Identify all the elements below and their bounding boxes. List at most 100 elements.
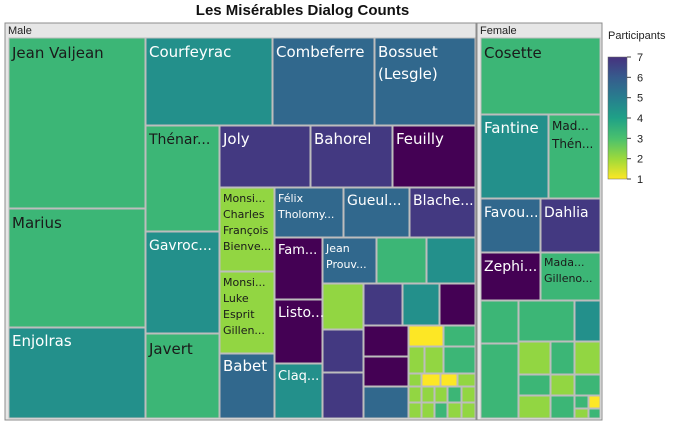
treemap-cell[interactable]: Gueul... xyxy=(343,187,410,238)
treemap-cell-minor[interactable] xyxy=(574,408,589,419)
treemap-cell-minor[interactable] xyxy=(518,341,551,375)
treemap-cell-rect[interactable] xyxy=(8,208,146,328)
treemap-cell-rect[interactable] xyxy=(219,271,275,354)
treemap-cell-rect[interactable] xyxy=(219,125,311,188)
treemap-cell-minor[interactable] xyxy=(550,374,575,396)
treemap-cell-rect[interactable] xyxy=(409,187,476,238)
treemap-cell-minor[interactable] xyxy=(421,386,435,403)
treemap-cell-minor[interactable] xyxy=(408,325,444,347)
treemap-cell-minor[interactable] xyxy=(408,386,422,403)
treemap-cell-rect[interactable] xyxy=(145,37,273,126)
treemap-cell[interactable]: Claq... xyxy=(274,363,323,419)
treemap-cell-rect[interactable] xyxy=(8,37,146,209)
treemap-cell-rect[interactable] xyxy=(274,363,323,419)
treemap-cell-minor[interactable] xyxy=(440,373,458,387)
treemap-cell-minor[interactable] xyxy=(574,374,601,396)
treemap-cell[interactable]: Blache... xyxy=(409,187,476,238)
treemap-cell-rect[interactable] xyxy=(322,237,377,284)
treemap-cell-minor[interactable] xyxy=(518,300,575,342)
treemap-cell-minor[interactable] xyxy=(426,237,476,284)
treemap-cell-minor[interactable] xyxy=(447,386,462,403)
treemap-cell-rect[interactable] xyxy=(374,37,476,126)
treemap-cell-minor[interactable] xyxy=(363,325,409,357)
treemap-cell-minor[interactable] xyxy=(588,395,601,409)
treemap-cell[interactable]: Favou... xyxy=(480,198,541,253)
treemap-cell-minor[interactable] xyxy=(443,325,476,347)
treemap-cell[interactable]: Combeferre xyxy=(272,37,375,126)
treemap-cell-minor[interactable] xyxy=(518,395,551,419)
treemap-cell[interactable]: Enjolras xyxy=(8,327,146,419)
treemap-cell-rect[interactable] xyxy=(540,252,601,301)
treemap-cell-rect[interactable] xyxy=(343,187,410,238)
treemap-cell-rect[interactable] xyxy=(392,125,476,188)
treemap-cell-rect[interactable] xyxy=(145,333,220,419)
treemap-cell-minor[interactable] xyxy=(518,374,551,396)
treemap-cell-minor[interactable] xyxy=(439,283,476,326)
treemap-cell-minor[interactable] xyxy=(408,373,422,387)
treemap-cell[interactable]: Listo... xyxy=(274,299,324,364)
treemap-cell-minor[interactable] xyxy=(461,402,476,419)
treemap-cell[interactable]: Fantine xyxy=(480,114,549,199)
treemap-cell-minor[interactable] xyxy=(461,386,476,403)
treemap-cell[interactable]: Gavroc... xyxy=(145,231,220,334)
treemap-cell-rect[interactable] xyxy=(480,198,541,253)
treemap-cell-minor[interactable] xyxy=(443,346,476,374)
treemap-cell-minor[interactable] xyxy=(434,402,448,419)
treemap-cell-minor[interactable] xyxy=(363,386,409,419)
treemap-cell[interactable]: Joly xyxy=(219,125,311,188)
treemap-cell[interactable]: Babet xyxy=(219,353,275,419)
treemap-cell[interactable]: Jean Valjean xyxy=(8,37,146,209)
treemap-cell-minor[interactable] xyxy=(574,300,601,342)
treemap-cell[interactable]: Félix Tholomy... xyxy=(274,187,344,238)
treemap-cell[interactable]: Fam... xyxy=(274,237,323,300)
treemap-cell[interactable]: Thénar... xyxy=(145,125,220,232)
treemap-cell[interactable]: Courfeyrac xyxy=(145,37,273,126)
treemap-cell-minor[interactable] xyxy=(402,283,440,326)
treemap-cell[interactable]: Mada... Gilleno... xyxy=(540,252,601,301)
treemap-cell-minor[interactable] xyxy=(363,356,409,387)
treemap-cell[interactable]: Marius xyxy=(8,208,146,328)
treemap-cell[interactable]: Zephi... xyxy=(480,252,541,301)
treemap-cell-rect[interactable] xyxy=(219,353,275,419)
treemap-cell-minor[interactable] xyxy=(322,329,364,373)
treemap-cell-minor[interactable] xyxy=(574,395,589,409)
treemap-cell-rect[interactable] xyxy=(540,198,601,253)
treemap-cell-rect[interactable] xyxy=(548,114,601,199)
treemap-cell-rect[interactable] xyxy=(480,37,601,115)
treemap-cell-rect[interactable] xyxy=(145,125,220,232)
treemap-cell-minor[interactable] xyxy=(574,341,601,375)
treemap-cell[interactable]: Monsi... Charles François Bienve... xyxy=(219,187,275,272)
treemap-cell[interactable]: Mad... Thén... xyxy=(548,114,601,199)
treemap-cell[interactable]: Bossuet (Lesgle) xyxy=(374,37,476,126)
treemap-cell-minor[interactable] xyxy=(434,386,448,403)
treemap-cell-minor[interactable] xyxy=(363,283,403,326)
treemap-cell-rect[interactable] xyxy=(8,327,146,419)
treemap-cell-minor[interactable] xyxy=(421,373,441,387)
treemap-cell-minor[interactable] xyxy=(480,343,519,419)
treemap-cell-minor[interactable] xyxy=(322,372,364,419)
treemap-cell-minor[interactable] xyxy=(588,408,601,419)
treemap-cell[interactable]: Feuilly xyxy=(392,125,476,188)
treemap-cell-rect[interactable] xyxy=(274,237,323,300)
treemap-cell-rect[interactable] xyxy=(310,125,393,188)
treemap-cell[interactable]: Dahlia xyxy=(540,198,601,253)
treemap-cell-minor[interactable] xyxy=(457,373,476,387)
treemap-cell-rect[interactable] xyxy=(272,37,375,126)
treemap-cell[interactable]: Javert xyxy=(145,333,220,419)
treemap-cell-rect[interactable] xyxy=(480,114,549,199)
treemap-cell-minor[interactable] xyxy=(550,395,575,419)
treemap-cell[interactable]: Bahorel xyxy=(310,125,393,188)
treemap-cell-minor[interactable] xyxy=(322,283,364,330)
treemap-cell-rect[interactable] xyxy=(274,299,323,364)
treemap-cell-minor[interactable] xyxy=(376,237,427,284)
treemap-cell-rect[interactable] xyxy=(145,231,220,334)
treemap-cell-minor[interactable] xyxy=(447,402,462,419)
treemap-cell-minor[interactable] xyxy=(550,341,575,375)
treemap-cell-rect[interactable] xyxy=(274,187,344,238)
treemap-cell[interactable]: Monsi... Luke Esprit Gillen... xyxy=(219,271,275,354)
treemap-cell-minor[interactable] xyxy=(408,346,425,374)
treemap-cell[interactable]: Cosette xyxy=(480,37,601,115)
treemap-cell-rect[interactable] xyxy=(219,187,275,272)
treemap-cell-minor[interactable] xyxy=(424,346,444,374)
treemap-cell-minor[interactable] xyxy=(421,402,435,419)
